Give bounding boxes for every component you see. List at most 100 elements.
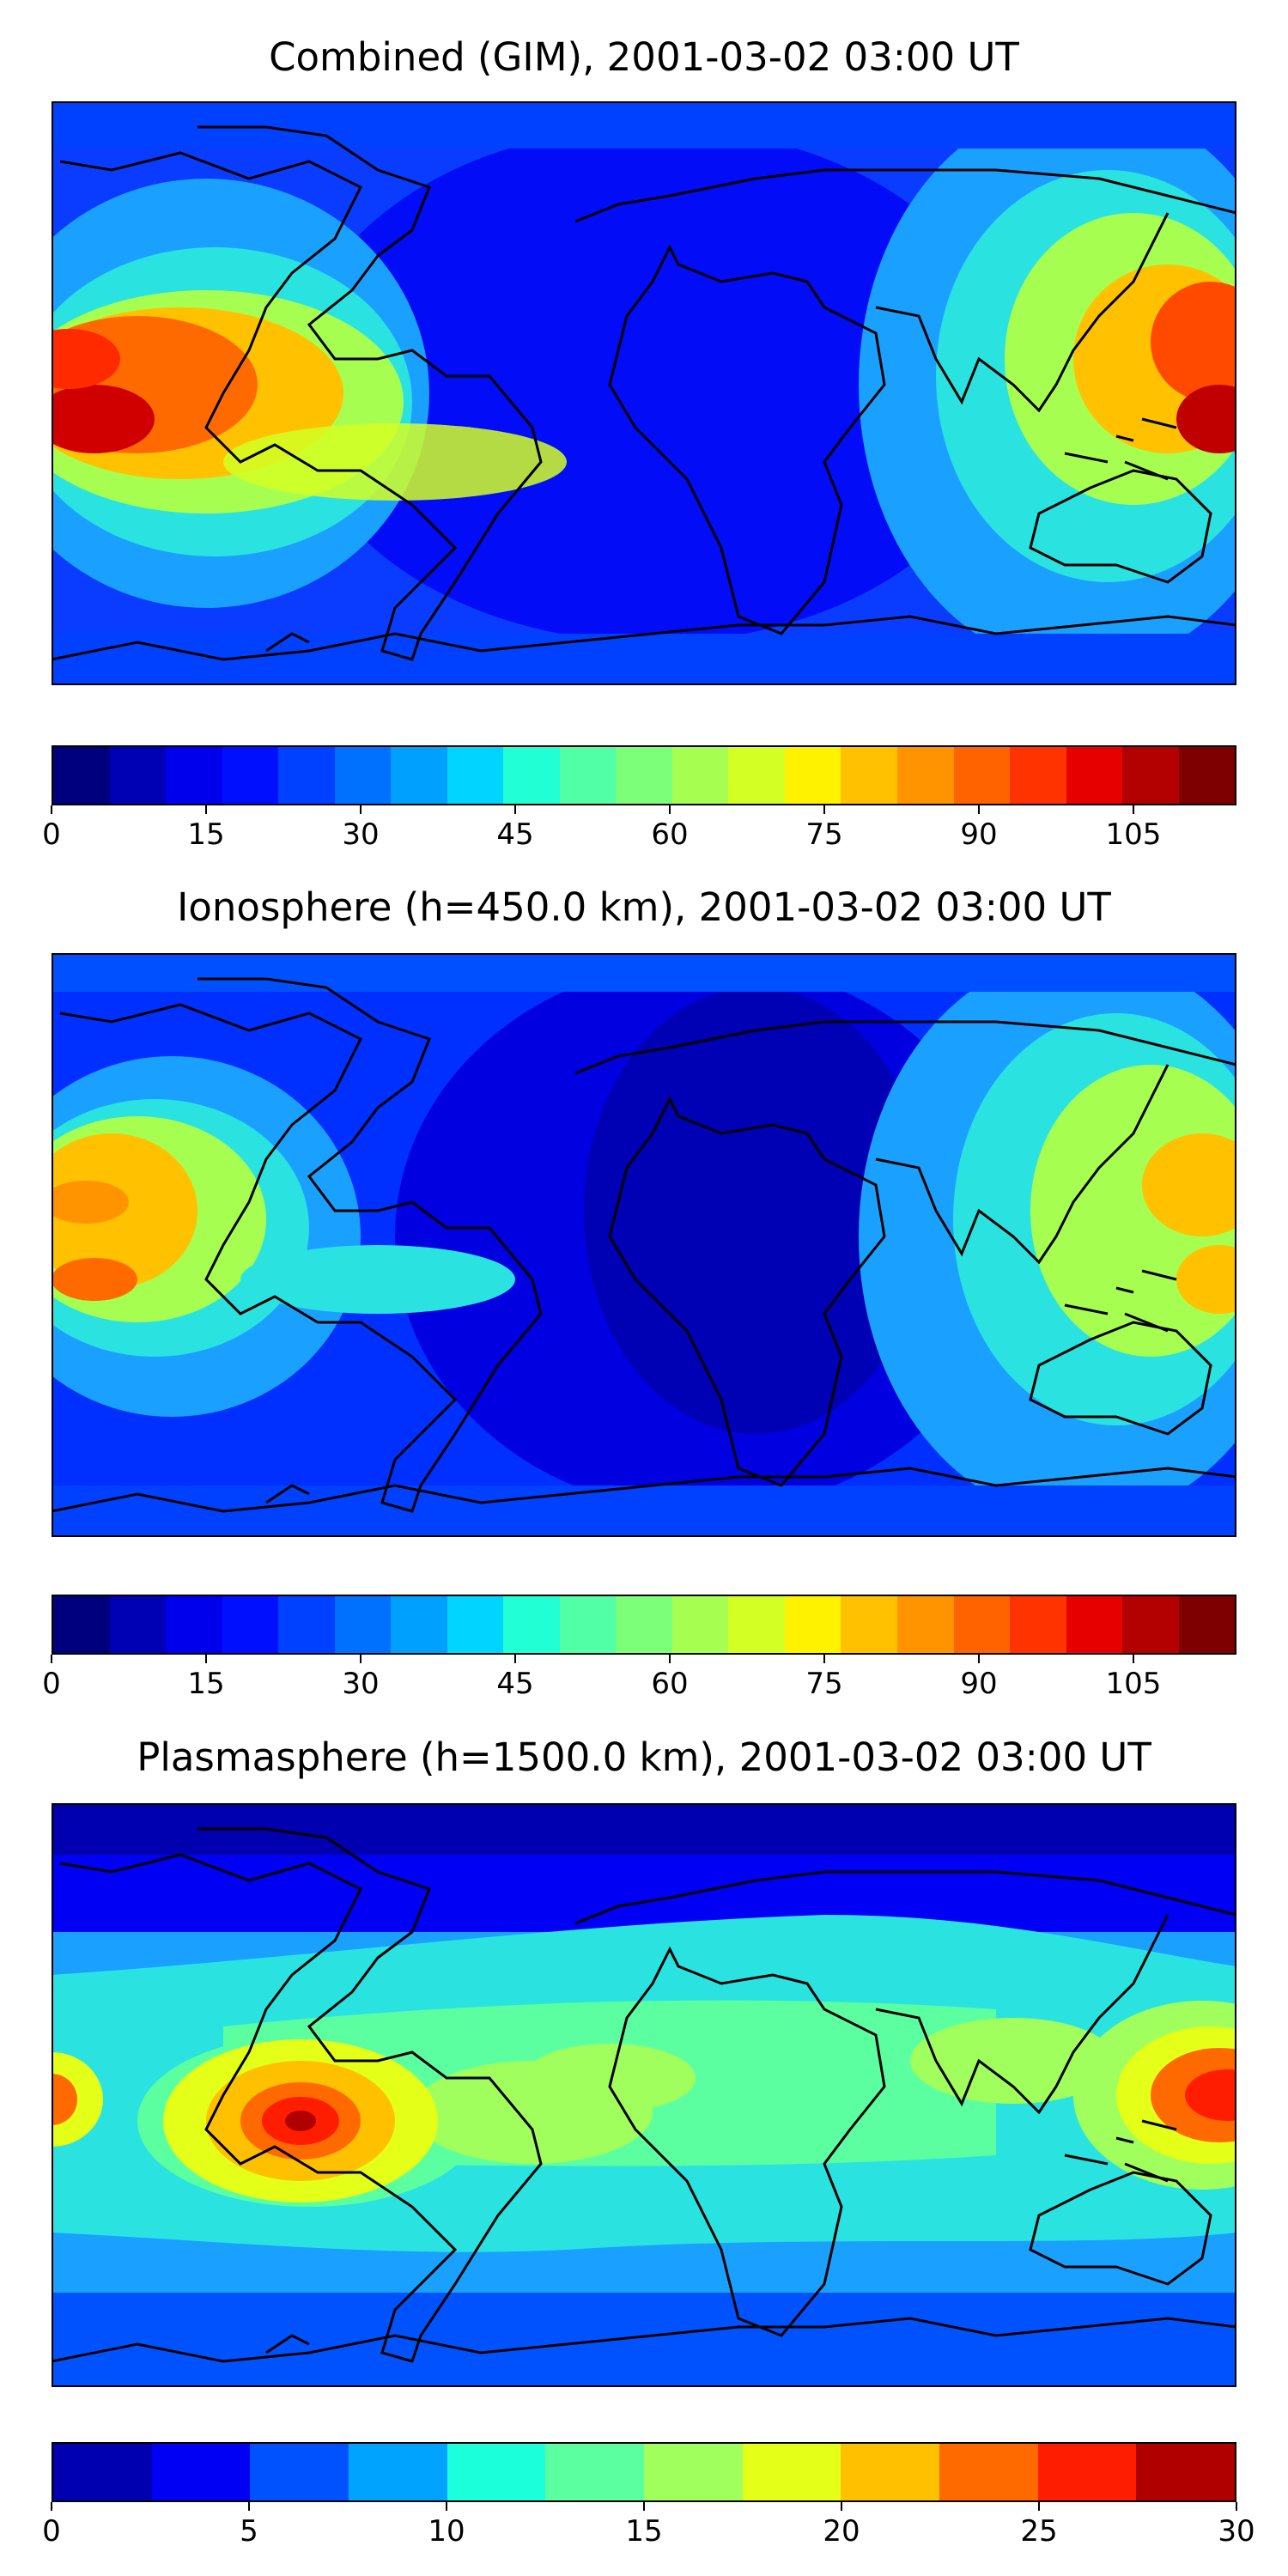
- colorbar-segment: [1178, 747, 1236, 804]
- colorbar-segment: [1010, 1596, 1066, 1653]
- colorbar-tick: [248, 2502, 250, 2511]
- colorbar-tick-label: 10: [428, 2514, 465, 2549]
- colorbar-segment: [559, 747, 617, 804]
- colorbar-ionosphere: [52, 1595, 1236, 1655]
- colorbar-segment: [447, 2444, 546, 2500]
- panel-title-ionosphere: Ionosphere (h=450.0 km), 2001-03-02 03:0…: [177, 884, 1111, 930]
- colorbar-tick-label: 30: [1218, 2514, 1255, 2549]
- colorbar-tick-label: 0: [42, 817, 61, 852]
- panel-title-combined: Combined (GIM), 2001-03-02 03:00 UT: [269, 34, 1019, 80]
- colorbar-tick-label: 45: [496, 817, 534, 852]
- colorbar-tick-label: 105: [1105, 817, 1162, 852]
- colorbar-segment: [53, 1596, 110, 1653]
- colorbar-segment: [784, 1596, 841, 1653]
- colorbar-segment: [53, 747, 110, 804]
- colorbar-segment: [728, 1596, 785, 1653]
- colorbar-tick-label: 60: [651, 817, 689, 852]
- colorbar-segment: [1122, 1596, 1179, 1653]
- colorbar-segment: [742, 2444, 841, 2500]
- colorbar-segment: [53, 2444, 152, 2500]
- colorbar-segment: [109, 1596, 167, 1653]
- colorbar-tick-label: 15: [187, 1667, 225, 1701]
- colorbar-tick-label: 30: [342, 817, 380, 852]
- colorbar-tick-label: 0: [42, 2514, 61, 2549]
- colorbar-tick: [360, 805, 361, 814]
- tec-map-combined: [52, 101, 1236, 685]
- colorbar-tick-label: 75: [805, 1667, 843, 1701]
- colorbar-tick-label: 75: [805, 817, 843, 852]
- colorbar-segment: [616, 1596, 672, 1653]
- colorbar-segment: [166, 747, 222, 804]
- panel-title-plasmasphere: Plasmasphere (h=1500.0 km), 2001-03-02 0…: [137, 1735, 1151, 1780]
- colorbar-tick: [446, 2502, 447, 2511]
- colorbar-segment: [671, 1596, 729, 1653]
- colorbar-tick: [514, 805, 516, 814]
- colorbar-segment: [784, 747, 841, 804]
- colorbar-segment: [334, 747, 392, 804]
- colorbar-tick: [841, 2502, 842, 2511]
- colorbar-segment: [349, 2444, 447, 2500]
- colorbar-tick-label: 5: [240, 2514, 258, 2549]
- colorbar-tick: [1133, 805, 1134, 814]
- colorbar-segment: [896, 747, 954, 804]
- colorbar-tick: [51, 2502, 52, 2511]
- colorbar-tick: [1133, 1655, 1134, 1663]
- colorbar-tick-label: 20: [823, 2514, 860, 2549]
- colorbar-tick: [669, 1655, 671, 1663]
- colorbar-segment: [222, 747, 279, 804]
- colorbar-tick-label: 90: [960, 1667, 998, 1701]
- colorbar-segment: [447, 1596, 504, 1653]
- colorbar-segment: [1066, 747, 1123, 804]
- colorbar-segment: [545, 2444, 645, 2500]
- colorbar-tick-label: 105: [1105, 1667, 1162, 1701]
- colorbar-tick-label: 60: [651, 1667, 689, 1701]
- colorbar-segment: [1178, 1596, 1236, 1653]
- colorbar-tick-label: 15: [625, 2514, 663, 2549]
- colorbar-segment: [109, 747, 167, 804]
- tec-map-plasmasphere: [52, 1803, 1236, 2387]
- colorbar-segment: [1122, 747, 1179, 804]
- colorbar-segment: [278, 747, 335, 804]
- colorbar-tick: [205, 1655, 207, 1663]
- tec-map-ionosphere: [52, 953, 1236, 1537]
- colorbar-tick: [205, 805, 207, 814]
- colorbar-segment: [503, 747, 560, 804]
- colorbar-tick-label: 25: [1020, 2514, 1058, 2549]
- colorbar-segment: [559, 1596, 617, 1653]
- colorbar-tick: [1038, 2502, 1040, 2511]
- colorbar-segment: [166, 1596, 222, 1653]
- colorbar-tick: [978, 805, 980, 814]
- colorbar-segment: [841, 747, 897, 804]
- colorbar-segment: [953, 1596, 1011, 1653]
- colorbar-segment: [391, 1596, 447, 1653]
- colorbar-segment: [616, 747, 672, 804]
- colorbar-segment: [503, 1596, 560, 1653]
- colorbar-segment: [671, 747, 729, 804]
- colorbar-segment: [1066, 1596, 1123, 1653]
- colorbar-tick: [1236, 2502, 1237, 2511]
- colorbar-tick: [823, 1655, 825, 1663]
- colorbar-tick-label: 15: [187, 817, 225, 852]
- colorbar-segment: [250, 2444, 349, 2500]
- colorbar-segment: [953, 747, 1011, 804]
- colorbar-segment: [1136, 2444, 1236, 2500]
- colorbar-tick: [643, 2502, 645, 2511]
- colorbar-segment: [728, 747, 785, 804]
- colorbar-tick: [514, 1655, 516, 1663]
- colorbar-segment: [644, 2444, 743, 2500]
- colorbar-segment: [334, 1596, 392, 1653]
- colorbar-tick: [51, 805, 52, 814]
- colorbar-segment: [447, 747, 504, 804]
- colorbar-segment: [841, 1596, 897, 1653]
- colorbar-tick: [360, 1655, 361, 1663]
- colorbar-segment: [222, 1596, 279, 1653]
- colorbar-segment: [841, 2444, 940, 2500]
- colorbar-tick-label: 30: [342, 1667, 380, 1701]
- colorbar-segment: [278, 1596, 335, 1653]
- colorbar-tick-label: 0: [42, 1667, 61, 1701]
- colorbar-tick: [823, 805, 825, 814]
- colorbar-combined: [52, 745, 1236, 805]
- colorbar-segment: [151, 2444, 251, 2500]
- colorbar-tick-label: 90: [960, 817, 998, 852]
- colorbar-segment: [939, 2444, 1038, 2500]
